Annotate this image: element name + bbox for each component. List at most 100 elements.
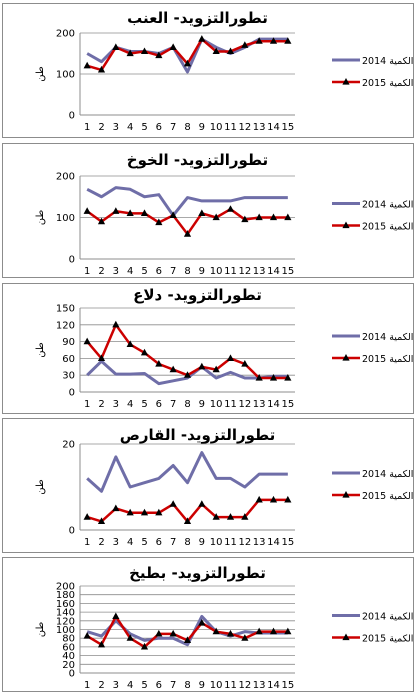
data-point [155, 51, 163, 59]
x-tick-label: 4 [127, 122, 133, 133]
data-point [97, 640, 106, 648]
y-tick-label: 180 [56, 590, 75, 601]
x-tick-label: 6 [156, 537, 162, 548]
x-tick-label: 3 [113, 399, 119, 410]
x-tick-label: 15 [281, 266, 294, 277]
x-tick-label: 12 [238, 680, 251, 691]
y-tick-label: 0 [69, 255, 75, 266]
data-point [269, 495, 278, 503]
data-point [241, 41, 249, 48]
data-point [226, 205, 235, 212]
x-tick-label: 5 [141, 537, 147, 548]
x-tick-label: 5 [141, 399, 147, 410]
data-point [284, 627, 292, 635]
x-tick-label: 13 [253, 122, 266, 133]
x-tick-label: 3 [113, 266, 119, 277]
data-point [241, 513, 249, 520]
y-tick-label: 120 [56, 616, 75, 627]
x-tick-label: 3 [113, 537, 119, 548]
y-tick-label: 120 [56, 320, 75, 331]
legend-label-2: الكمية 2015 [362, 354, 413, 365]
x-tick-label: 9 [199, 122, 205, 133]
y-tick-label: 200 [56, 582, 75, 593]
data-point [198, 35, 206, 42]
data-point [155, 218, 163, 226]
x-tick-label: 8 [184, 122, 190, 133]
data-point [126, 634, 134, 641]
data-point [226, 354, 235, 361]
data-point [169, 500, 177, 507]
legend-marker [342, 78, 350, 85]
data-point [140, 47, 149, 55]
x-tick-label: 2 [98, 122, 104, 133]
x-tick-label: 12 [238, 537, 251, 548]
x-tick-label: 7 [170, 266, 176, 277]
data-point [126, 508, 134, 516]
chart-title: تطورالتزويد- العنب [127, 9, 268, 27]
data-point [255, 627, 263, 635]
y-tick-label: 0 [69, 111, 75, 122]
y-tick-label: 150 [56, 304, 75, 315]
y-tick-label: 20 [62, 660, 75, 671]
legend-label-2: الكمية 2015 [362, 222, 413, 233]
x-tick-label: 11 [224, 680, 237, 691]
y-tick-label: 200 [56, 29, 75, 40]
data-point [269, 213, 278, 221]
x-tick-label: 4 [127, 399, 133, 410]
data-point [83, 632, 91, 639]
data-point [83, 207, 91, 214]
legend-marker [342, 221, 350, 229]
data-point [269, 37, 278, 44]
data-point [112, 207, 120, 214]
chart-5: تطورالتزويد- بطيخ02040608010012014016018… [2, 557, 414, 692]
y-axis-label: طن [35, 342, 46, 358]
x-tick-label: 4 [127, 680, 133, 691]
x-tick-label: 4 [127, 266, 133, 277]
data-point [226, 47, 235, 55]
x-tick-label: 10 [210, 537, 223, 548]
y-tick-label: 20 [62, 440, 75, 451]
x-tick-label: 6 [156, 399, 162, 410]
x-tick-label: 2 [98, 537, 104, 548]
data-point [183, 230, 192, 237]
x-tick-label: 8 [184, 399, 190, 410]
x-tick-label: 10 [210, 680, 223, 691]
x-tick-label: 8 [184, 537, 190, 548]
data-point [83, 61, 91, 69]
data-point [83, 513, 91, 520]
y-axis-label: طن [35, 479, 46, 495]
x-tick-label: 9 [199, 537, 205, 548]
data-point [112, 43, 120, 50]
data-point [226, 513, 235, 520]
series-line-1 [86, 451, 288, 493]
data-point [284, 374, 292, 381]
data-point [126, 340, 134, 347]
data-point [155, 508, 163, 516]
x-tick-label: 7 [170, 680, 176, 691]
x-tick-label: 14 [267, 266, 280, 277]
series-line-1 [86, 186, 288, 217]
chart-title: تطورالتزويد- القارص [120, 426, 276, 444]
x-tick-label: 1 [84, 399, 90, 410]
data-point [269, 374, 278, 381]
x-tick-label: 5 [141, 680, 147, 691]
x-tick-label: 14 [267, 537, 280, 548]
x-tick-label: 2 [98, 399, 104, 410]
data-point [155, 629, 163, 637]
y-tick-label: 30 [62, 371, 75, 382]
data-point [198, 500, 206, 507]
x-tick-label: 5 [141, 266, 147, 277]
data-point [198, 209, 206, 216]
x-tick-label: 11 [224, 399, 237, 410]
x-tick-label: 14 [267, 680, 280, 691]
data-point [97, 354, 106, 361]
x-tick-label: 2 [98, 680, 104, 691]
x-tick-label: 13 [253, 680, 266, 691]
data-point [183, 517, 192, 524]
data-point [198, 618, 206, 626]
x-tick-label: 13 [253, 399, 266, 410]
data-point [83, 337, 91, 345]
